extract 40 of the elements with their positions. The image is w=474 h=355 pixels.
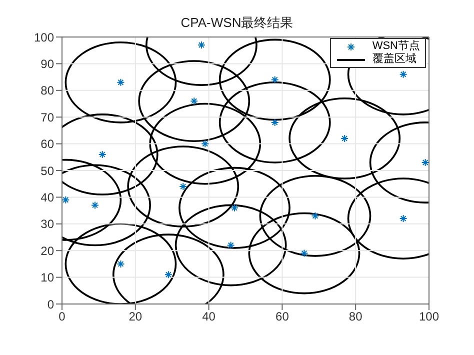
y-tick-label: 60	[40, 137, 54, 152]
point	[226, 241, 235, 250]
point	[270, 76, 279, 84]
y-tick-label: 40	[40, 190, 54, 204]
point	[311, 212, 320, 220]
y-tick-label: 90	[40, 56, 54, 71]
point	[116, 260, 125, 268]
point	[300, 249, 308, 258]
point	[399, 214, 408, 223]
y-tick-label: 0	[47, 297, 54, 312]
point	[270, 118, 279, 126]
y-tick-label: 50	[40, 164, 54, 178]
y-tick-label: 10	[40, 270, 54, 285]
point	[201, 140, 210, 148]
x-tick-label: 20	[128, 310, 142, 324]
y-tick-label: 20	[40, 244, 54, 258]
point	[197, 41, 206, 50]
y-tick-label: 70	[40, 110, 54, 124]
point	[62, 196, 70, 204]
point	[340, 134, 349, 142]
legend-label: WSN节点	[372, 40, 420, 52]
x-tick-label: 80	[348, 310, 363, 324]
point	[116, 78, 125, 86]
point	[190, 97, 198, 106]
point	[179, 182, 188, 191]
x-tick-label: 40	[202, 310, 216, 324]
x-tick-label: 0	[58, 310, 66, 324]
point	[98, 150, 106, 158]
point	[91, 201, 100, 210]
legend-label: 覆盖区域	[372, 53, 416, 66]
point	[230, 204, 238, 212]
point	[399, 70, 408, 78]
y-tick-label: 30	[40, 217, 54, 232]
chart-title: CPA-WSN最终结果	[180, 14, 294, 32]
point	[164, 270, 172, 279]
point	[421, 158, 429, 166]
x-tick-label: 100	[418, 310, 440, 324]
y-tick-label: 80	[40, 84, 54, 98]
x-tick-label: 60	[276, 310, 290, 324]
y-tick-label: 100	[34, 30, 54, 44]
